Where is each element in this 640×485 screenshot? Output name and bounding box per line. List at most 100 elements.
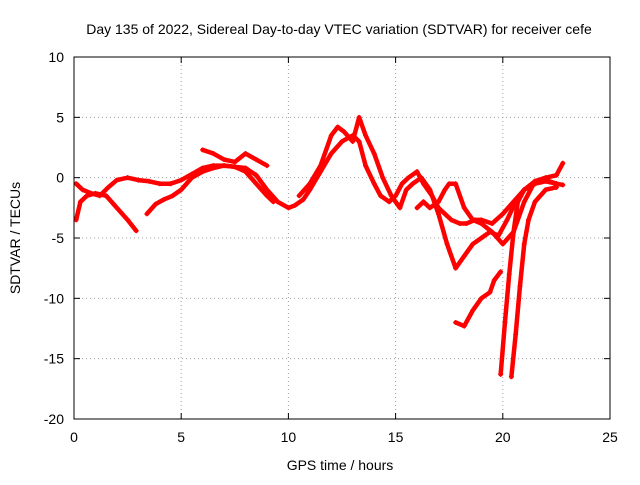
data-point xyxy=(504,217,510,223)
x-tick-label: 15 xyxy=(388,429,404,445)
data-point xyxy=(489,229,495,235)
data-point xyxy=(221,163,227,169)
data-point xyxy=(470,217,476,223)
data-point xyxy=(470,241,476,247)
data-point xyxy=(328,151,334,157)
x-tick-label: 25 xyxy=(602,429,618,445)
data-point xyxy=(515,199,521,205)
data-point xyxy=(88,190,94,196)
data-point xyxy=(470,307,476,313)
data-point xyxy=(444,241,450,247)
data-point xyxy=(339,138,345,144)
data-point xyxy=(553,172,559,178)
data-point xyxy=(371,151,377,157)
data-point xyxy=(388,193,394,199)
data-point xyxy=(506,271,512,277)
data-point xyxy=(498,371,504,377)
data-point xyxy=(543,187,549,193)
data-point xyxy=(77,199,83,205)
series-trace-1 xyxy=(73,190,139,234)
y-tick-label: 5 xyxy=(56,109,64,125)
data-point xyxy=(210,165,216,171)
data-point xyxy=(521,199,527,205)
data-point xyxy=(448,217,454,223)
data-point xyxy=(161,196,167,202)
data-point xyxy=(178,187,184,193)
data-point xyxy=(397,205,403,211)
data-point xyxy=(511,229,517,235)
data-point xyxy=(157,181,163,187)
data-point xyxy=(414,169,420,175)
data-point xyxy=(152,201,158,207)
data-point xyxy=(526,217,532,223)
data-point xyxy=(399,181,405,187)
data-point xyxy=(97,193,103,199)
series-trace-3 xyxy=(144,163,276,217)
data-point xyxy=(420,199,426,205)
series-trace xyxy=(144,163,276,217)
data-points xyxy=(73,114,566,380)
data-point xyxy=(463,221,469,227)
y-tick-label: -20 xyxy=(44,411,64,427)
data-point xyxy=(380,175,386,181)
data-point xyxy=(178,177,184,183)
series-trace-6 xyxy=(414,160,566,247)
data-point xyxy=(133,228,139,234)
data-point xyxy=(200,169,206,175)
data-point xyxy=(427,187,433,193)
data-point xyxy=(270,199,276,205)
data-point xyxy=(427,205,433,211)
data-point xyxy=(513,332,519,338)
data-point xyxy=(491,277,497,283)
axis-ticks: 0 5 10 15 20 25 -20 -15 -10 -5 0 5 10 xyxy=(44,49,618,445)
data-point xyxy=(487,289,493,295)
data-point xyxy=(189,175,195,181)
data-point xyxy=(103,193,109,199)
x-axis-label: GPS time / hours xyxy=(287,457,394,473)
data-point xyxy=(307,187,313,193)
x-tick-label: 10 xyxy=(281,429,297,445)
data-point xyxy=(478,221,484,227)
data-point xyxy=(461,253,467,259)
data-point xyxy=(253,172,259,178)
data-point xyxy=(461,205,467,211)
data-point xyxy=(146,178,152,184)
data-point xyxy=(170,193,176,199)
data-point xyxy=(543,177,549,183)
data-point xyxy=(553,184,559,190)
data-point xyxy=(114,177,120,183)
data-point xyxy=(221,157,227,163)
data-point xyxy=(442,211,448,217)
data-point xyxy=(500,211,506,217)
data-point xyxy=(264,187,270,193)
data-point xyxy=(232,164,238,170)
grid xyxy=(74,57,610,419)
y-tick-label: -15 xyxy=(44,351,64,367)
data-point xyxy=(521,187,527,193)
data-point xyxy=(560,182,566,188)
series-trace-7 xyxy=(453,269,504,329)
data-point xyxy=(461,323,467,329)
data-point xyxy=(442,187,448,193)
x-tick-label: 20 xyxy=(495,429,511,445)
data-point xyxy=(489,221,495,227)
series-trace xyxy=(73,191,139,234)
data-point xyxy=(478,295,484,301)
series-trace xyxy=(414,160,566,247)
data-point xyxy=(478,235,484,241)
data-point xyxy=(453,319,459,325)
data-point xyxy=(300,196,306,202)
data-point xyxy=(508,374,514,380)
data-point xyxy=(457,221,463,227)
data-point xyxy=(521,241,527,247)
series-trace-5 xyxy=(296,114,559,271)
data-point xyxy=(275,199,281,205)
data-point xyxy=(210,151,216,157)
data-point xyxy=(114,205,120,211)
data-point xyxy=(410,181,416,187)
y-axis-label: SDTVAR / TECUs xyxy=(7,182,23,294)
data-point xyxy=(84,193,90,199)
data-point xyxy=(335,124,341,130)
data-point xyxy=(363,163,369,169)
data-point xyxy=(135,177,141,183)
